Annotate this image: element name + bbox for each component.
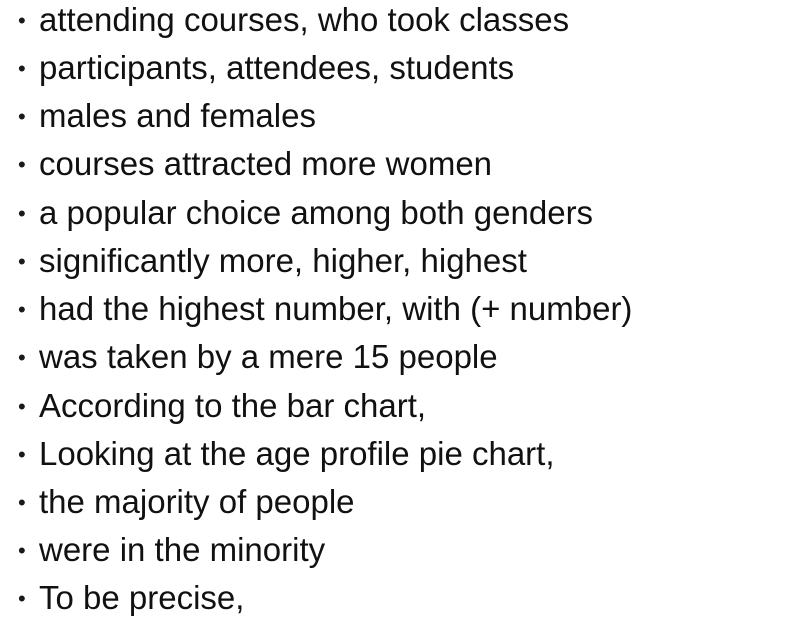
phrase-text: were in the minority bbox=[39, 531, 326, 568]
phrase-text: participants, attendees, students bbox=[39, 49, 515, 86]
phrase-text: a popular choice among both genders bbox=[39, 194, 594, 231]
phrase-text: To be precise, bbox=[39, 579, 245, 616]
bullet-icon: • bbox=[18, 442, 26, 467]
phrase-text: males and females bbox=[39, 97, 316, 134]
list-item: • a popular choice among both genders bbox=[0, 193, 809, 241]
bullet-icon: • bbox=[18, 297, 26, 322]
phrase-text: courses attracted more women bbox=[39, 145, 493, 182]
phrase-text: had the highest number, with (+ number) bbox=[39, 290, 633, 327]
bullet-icon: • bbox=[18, 249, 26, 274]
list-item: • participants, attendees, students bbox=[0, 48, 809, 96]
list-item: • males and females bbox=[0, 96, 809, 144]
bullet-icon: • bbox=[18, 201, 26, 226]
bullet-icon: • bbox=[18, 152, 26, 177]
list-item: • the majority of people bbox=[0, 482, 809, 530]
bullet-icon: • bbox=[18, 586, 26, 611]
phrase-text: attending courses, who took classes bbox=[39, 1, 570, 38]
list-item: • courses attracted more women bbox=[0, 144, 809, 192]
phrase-text: Looking at the age profile pie chart, bbox=[39, 435, 555, 472]
phrase-text: According to the bar chart, bbox=[39, 387, 427, 424]
bullet-icon: • bbox=[18, 345, 26, 370]
bullet-icon: • bbox=[18, 538, 26, 563]
bullet-icon: • bbox=[18, 104, 26, 129]
list-item: • According to the bar chart, bbox=[0, 386, 809, 434]
bullet-icon: • bbox=[18, 8, 26, 33]
list-item: • were in the minority bbox=[0, 530, 809, 578]
bullet-icon: • bbox=[18, 394, 26, 419]
list-item: • was taken by a mere 15 people bbox=[0, 337, 809, 385]
bullet-icon: • bbox=[18, 490, 26, 515]
list-item: • significantly more, higher, highest bbox=[0, 241, 809, 289]
list-item: • To be precise, bbox=[0, 578, 809, 626]
phrase-text: the majority of people bbox=[39, 483, 355, 520]
list-item: • attending courses, who took classes bbox=[0, 0, 809, 48]
list-item: • Looking at the age profile pie chart, bbox=[0, 434, 809, 482]
list-item: • had the highest number, with (+ number… bbox=[0, 289, 809, 337]
phrase-text: was taken by a mere 15 people bbox=[39, 338, 498, 375]
bullet-icon: • bbox=[18, 56, 26, 81]
phrase-text: significantly more, higher, highest bbox=[39, 242, 527, 279]
